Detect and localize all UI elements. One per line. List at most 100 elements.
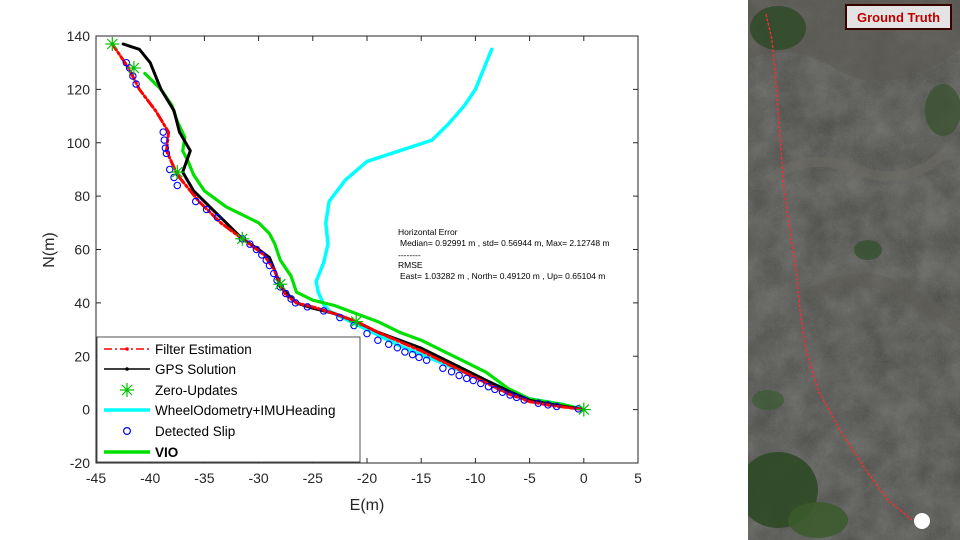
x-tick-label: -30	[248, 470, 268, 486]
legend-label-wheel-odometry: WheelOdometry+IMUHeading	[155, 403, 335, 418]
legend-entry-slip: Detected Slip	[122, 424, 235, 439]
markers-layer	[105, 37, 591, 417]
x-tick-label: 0	[580, 470, 588, 486]
x-tick-label: -5	[523, 470, 536, 486]
x-tick-label: -45	[86, 470, 106, 486]
y-tick-label: 40	[74, 295, 90, 311]
slip-marker	[552, 402, 561, 411]
slip-marker	[506, 391, 514, 399]
legend-entry-zero-updates: Zero-Updates	[120, 383, 238, 398]
legend-marker-gps	[125, 367, 129, 371]
x-tick-label: -10	[465, 470, 485, 486]
terrain-ridge	[765, 146, 952, 185]
slip-marker	[374, 336, 382, 344]
legend-label-gps: GPS Solution	[155, 362, 236, 377]
slip-marker	[162, 149, 171, 158]
slip-marker	[534, 399, 543, 407]
slip-marker	[202, 205, 211, 214]
slip-marker	[455, 371, 463, 380]
slip-marker	[447, 367, 456, 376]
zero-update-marker	[105, 37, 120, 51]
slip-marker	[165, 165, 174, 174]
legend-label-filter: Filter Estimation	[155, 342, 252, 357]
zero-update-marker	[170, 165, 185, 180]
slip-marker	[173, 181, 182, 190]
y-axis: -20 0 20 40 60 80 100 120 140	[67, 28, 638, 471]
zero-update-marker	[576, 402, 591, 417]
x-axis: -45 -40 -35 -30 -25 -20 -15 -10 -5 0 5	[86, 36, 642, 486]
legend-box	[96, 336, 361, 463]
slip-marker	[213, 213, 222, 222]
zero-update-marker	[235, 231, 250, 246]
slip-marker	[439, 364, 447, 373]
legend-entry-vio: VIO	[104, 445, 178, 460]
x-tick-label: -20	[357, 470, 377, 486]
slip-marker	[160, 136, 169, 144]
annotation-line-4: RMSE	[398, 260, 423, 270]
y-axis-label: N(m)	[41, 232, 58, 268]
slip-marker	[258, 251, 266, 259]
slip-marker	[252, 245, 261, 254]
annotation-line-3: --------	[398, 250, 421, 260]
slip-marker	[544, 401, 552, 409]
slip-marker	[132, 80, 140, 88]
slip-marker	[303, 303, 312, 311]
slip-marker	[477, 379, 485, 388]
slip-marker	[422, 356, 431, 365]
annotation-box: Horizontal Error Median= 0.92991 m , std…	[398, 227, 610, 281]
x-axis-label: E(m)	[350, 497, 385, 514]
slip-marker	[122, 58, 131, 67]
y-tick-label: 80	[74, 188, 90, 204]
circle-icon	[122, 427, 131, 436]
slip-marker	[350, 321, 358, 330]
terrain-ridge-2	[803, 273, 960, 333]
annotation-line-2: Median= 0.92991 m , std= 0.56944 m, Max=…	[400, 238, 610, 248]
slip-marker	[270, 269, 278, 278]
vegetation-patch-4	[925, 84, 960, 136]
slip-marker	[498, 388, 507, 397]
slip-marker	[574, 405, 583, 413]
x-tick-label: 5	[634, 470, 642, 486]
slip-marker	[491, 385, 499, 394]
legend-entry-gps: GPS Solution	[104, 362, 236, 377]
zero-update-marker	[126, 61, 141, 75]
slip-marker	[520, 396, 528, 404]
zero-update-marker	[349, 314, 364, 329]
x-tick-label: -15	[411, 470, 431, 486]
ground-truth-path	[765, 13, 913, 521]
asterisk-icon	[120, 383, 134, 397]
legend: Filter Estimation GPS Solution Zero-Upda…	[96, 336, 361, 463]
y-tick-label: 120	[67, 81, 91, 97]
slip-marker	[393, 343, 402, 352]
legend-label-zero-updates: Zero-Updates	[155, 383, 238, 398]
slip-marker	[512, 393, 521, 402]
zero-update-marker	[273, 277, 288, 292]
vegetation-patch	[750, 6, 806, 50]
start-point-marker	[914, 513, 930, 529]
slip-marker	[191, 197, 200, 206]
y-tick-label: 140	[67, 28, 91, 44]
legend-label-vio: VIO	[155, 445, 178, 460]
y-tick-label: 0	[82, 402, 90, 418]
slip-marker	[159, 128, 167, 136]
slip-marker	[469, 376, 477, 385]
slip-marker	[401, 348, 409, 356]
x-tick-label: -40	[140, 470, 160, 486]
series-line-vio	[143, 71, 586, 412]
x-tick-label: -25	[303, 470, 323, 486]
slip-marker	[384, 340, 393, 348]
terrain-grain	[748, 0, 960, 540]
annotation-line-5: East= 1.03282 m , North= 0.49120 m , Up=…	[400, 271, 605, 281]
slip-marker	[129, 72, 137, 80]
legend-entry-wheel-odometry: WheelOdometry+IMUHeading	[104, 403, 335, 418]
slip-marker	[319, 307, 328, 315]
slip-marker	[291, 299, 300, 307]
slip-marker	[262, 256, 270, 264]
ground-truth-map	[748, 0, 960, 540]
slip-marker	[462, 374, 471, 383]
slip-marker	[484, 382, 493, 391]
y-tick-label: 60	[74, 242, 90, 258]
slip-marker	[265, 261, 274, 270]
legend-label-slip: Detected Slip	[155, 424, 235, 439]
legend-entry-filter: Filter Estimation	[104, 342, 252, 357]
